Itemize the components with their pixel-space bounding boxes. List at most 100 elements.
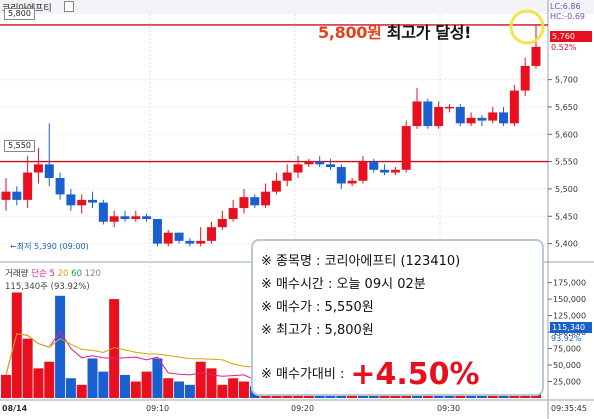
candle-body — [434, 106, 444, 127]
volume-bar — [228, 378, 239, 398]
volume-bar — [141, 371, 152, 398]
volume-bar — [195, 361, 206, 398]
volume-bar — [76, 384, 87, 398]
time-tick-2: 09:20 — [291, 404, 315, 413]
volume-tick-label: 125,000 — [553, 312, 586, 321]
candle-body — [455, 106, 465, 124]
candle-body — [88, 199, 98, 203]
record-high-callout: 5,800원 최고가 달성! — [318, 19, 471, 43]
candle-body — [174, 232, 184, 241]
price-tick-label: 5,700 — [555, 76, 578, 85]
candle-body — [358, 161, 368, 181]
info-high-price: ※ 최고가 : 5,800원 — [261, 323, 374, 338]
current-volume-badge: 115,340 — [550, 322, 592, 333]
candle-body — [163, 232, 173, 244]
info-buy-time: ※ 매수시간 : 오늘 09시 02분 — [261, 277, 426, 292]
volume-bar — [65, 378, 76, 398]
candle-body — [325, 164, 335, 168]
volume-bar — [109, 299, 120, 398]
candle-body — [217, 219, 227, 228]
candle-body — [196, 240, 206, 244]
settings-icon[interactable] — [64, 1, 74, 12]
hc-value: HC:-0.69 — [550, 12, 585, 21]
trade-info-box: ※ 종목명 : 코리아에프티 (123410) ※ 매수시간 : 오늘 09시 … — [251, 239, 544, 396]
price-axis: 5,700 5,650 5,600 5,550 5,500 5,450 5,400 — [548, 76, 578, 249]
candle-body — [412, 101, 422, 127]
volume-bar — [217, 384, 228, 398]
candle-body — [33, 164, 43, 173]
volume-tick-label: 50,000 — [553, 361, 581, 370]
candle-body — [304, 161, 314, 165]
callout-price: 5,800원 — [318, 23, 382, 42]
price-tick-label: 5,400 — [555, 240, 578, 249]
buy-line-label: 5,550 — [4, 140, 35, 152]
volume-bar — [33, 368, 44, 398]
volume-legend-title: 거래량 — [5, 269, 29, 279]
high-line-label: 5,800 — [4, 8, 35, 20]
candle-body — [239, 197, 249, 209]
volume-bar — [22, 338, 33, 398]
candle-body — [380, 169, 390, 173]
candle-body — [271, 180, 281, 192]
info-buy-price: ※ 매수가 : 5,550원 — [261, 300, 374, 315]
candle-body — [509, 90, 519, 124]
candle-body — [488, 112, 498, 121]
volume-legend-type: 단순 — [31, 269, 47, 279]
volume-bar — [44, 361, 55, 398]
candle-body — [336, 167, 346, 184]
candle-body — [369, 161, 379, 170]
price-tick-label: 5,500 — [555, 185, 578, 194]
info-gain: ※ 매수가대비 : +4.50% — [261, 351, 480, 392]
time-tick-3: 09:30 — [437, 404, 461, 413]
candle-body — [109, 216, 119, 222]
info-gain-label: ※ 매수가대비 : — [261, 367, 345, 382]
volume-bar — [98, 371, 109, 398]
candle-body — [152, 219, 162, 244]
candle-body — [423, 101, 433, 127]
candle-body — [520, 65, 530, 91]
volume-bar — [163, 378, 174, 398]
volume-bar — [130, 381, 141, 398]
candle-body — [12, 191, 22, 200]
current-price-pct: 0.52% — [551, 43, 577, 52]
candle-body — [142, 216, 152, 219]
candle-body — [185, 240, 195, 244]
volume-value: 115,340주 (93.92%) — [5, 282, 90, 292]
candle-body — [444, 106, 454, 109]
callout-text: 최고가 달성! — [381, 23, 472, 42]
candle-body — [250, 197, 260, 206]
volume-bar — [119, 374, 130, 398]
candle-body — [44, 164, 54, 178]
lc-value: LC:6.86 — [550, 2, 581, 11]
volume-bar — [206, 368, 217, 398]
candle-body — [315, 161, 325, 165]
volume-bar — [174, 381, 185, 398]
date-label: 08/14 — [2, 404, 28, 413]
price-tick-label: 5,450 — [555, 212, 578, 221]
current-volume-pct: 93.92% — [551, 334, 582, 343]
candle-body — [401, 126, 411, 170]
candle-body — [347, 180, 357, 184]
info-stock-name: ※ 종목명 : 코리아에프티 (123410) — [261, 254, 461, 269]
volume-bar — [238, 381, 249, 398]
candle-body — [77, 199, 87, 206]
volume-tick-label: 25,000 — [553, 378, 581, 387]
volume-tick-label: 175,000 — [553, 279, 586, 288]
candle-body — [282, 172, 292, 181]
low-marker-label: 최저 5,390 (09:00) — [16, 242, 89, 251]
candle-body — [261, 191, 271, 206]
volume-tick-label: 75,000 — [553, 345, 581, 354]
candle-body — [228, 208, 238, 219]
candle-body — [477, 117, 487, 121]
price-reference-lines — [0, 24, 548, 163]
volume-ma60: 60 — [71, 269, 82, 279]
highlight-circle — [509, 9, 545, 45]
title-bar — [0, 0, 594, 14]
price-tick-label: 5,600 — [555, 130, 578, 139]
candle-body — [131, 216, 141, 219]
candle-body — [390, 169, 400, 173]
candle-body — [98, 202, 108, 222]
current-price-badge: 5,760 — [550, 31, 592, 42]
low-marker: ←최저 5,390 (09:00) — [10, 241, 89, 252]
